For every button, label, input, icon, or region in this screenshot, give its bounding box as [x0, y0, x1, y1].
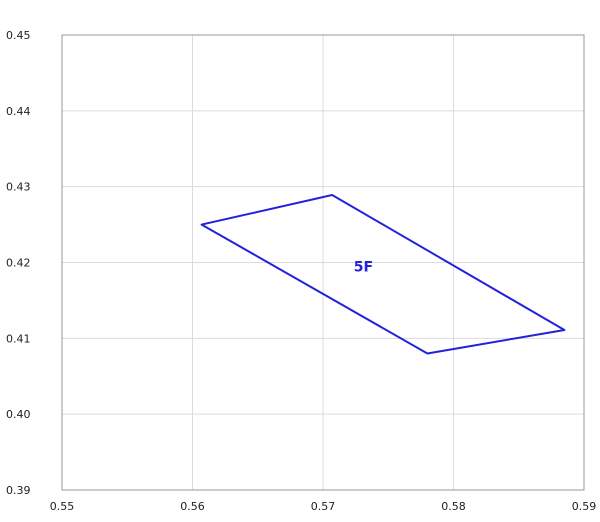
x-tick-label: 0.55	[50, 500, 75, 513]
y-tick-label: 0.41	[6, 332, 31, 345]
plot-area-border	[61, 34, 585, 491]
y-tick-label: 0.40	[6, 408, 31, 421]
y-axis-ticks: 0.45 0.44 0.43 0.42 0.41 0.40 0.39	[6, 29, 31, 497]
y-tick-label: 0.44	[6, 105, 31, 118]
y-tick-label: 0.39	[6, 484, 31, 497]
region-polygon-5f	[200, 194, 566, 355]
x-tick-label: 0.58	[441, 500, 466, 513]
y-tick-label: 0.45	[6, 29, 31, 42]
x-axis-ticks: 0.55 0.56 0.57 0.58 0.59	[50, 500, 597, 513]
series-layer: 5F	[200, 194, 566, 355]
x-tick-label: 0.57	[311, 500, 336, 513]
y-tick-label: 0.43	[6, 181, 31, 194]
x-tick-label: 0.59	[572, 500, 597, 513]
region-label: 5F	[354, 259, 373, 275]
grid	[61, 34, 585, 491]
x-tick-label: 0.56	[180, 500, 205, 513]
y-tick-label: 0.42	[6, 257, 31, 270]
